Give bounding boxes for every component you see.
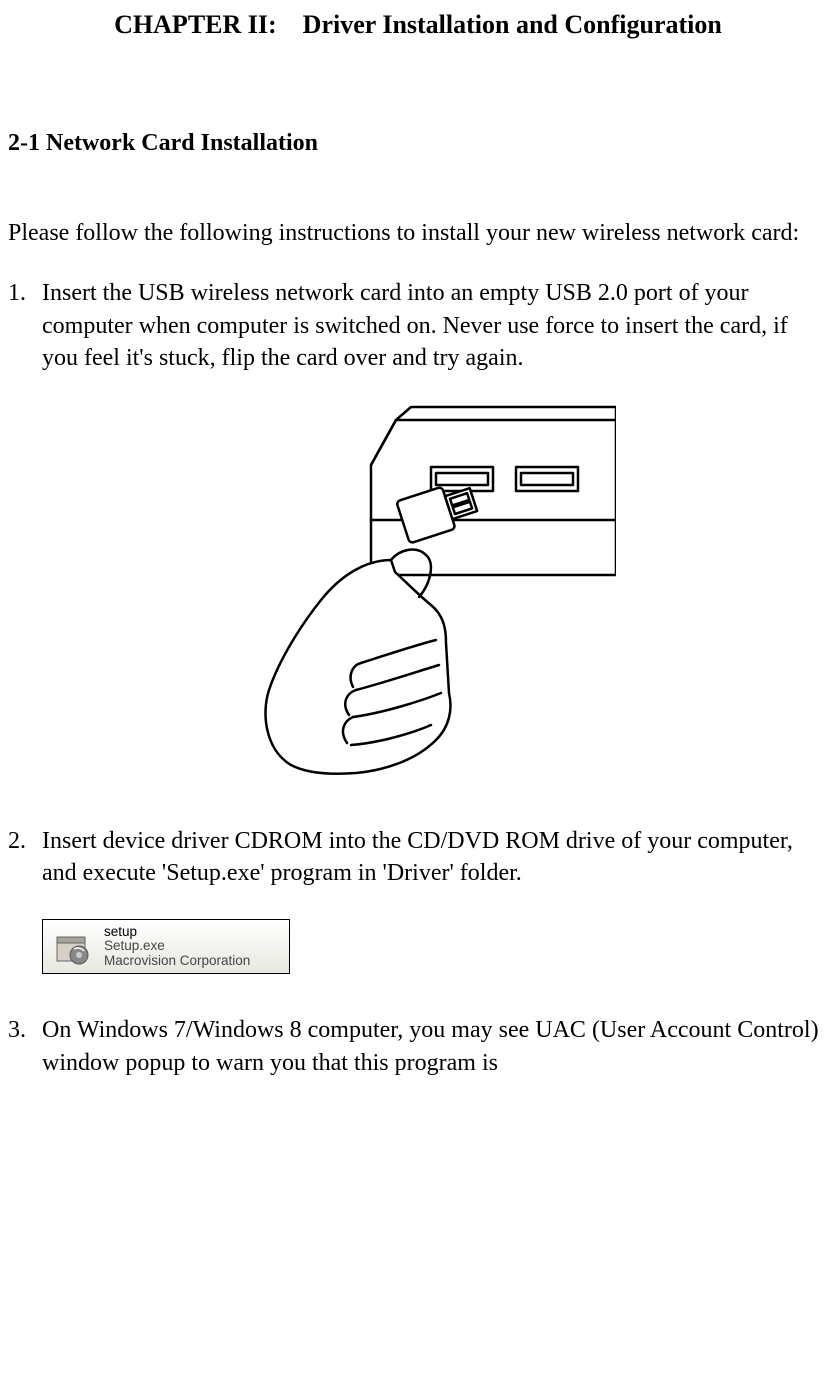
list-number-1: 1. <box>8 277 42 374</box>
list-item-3: 3. On Windows 7/Windows 8 computer, you … <box>8 1014 828 1079</box>
list-text-2: Insert device driver CDROM into the CD/D… <box>42 825 828 890</box>
section-title: 2-1 Network Card Installation <box>8 130 828 157</box>
list-text-1: Insert the USB wireless network card int… <box>42 277 828 374</box>
list-item-1: 1. Insert the USB wireless network card … <box>8 277 828 374</box>
usb-insertion-figure <box>221 405 616 775</box>
setup-name: setup <box>104 925 283 940</box>
setup-publisher: Macrovision Corporation <box>104 954 283 969</box>
page-container: CHAPTER II: Driver Installation and Conf… <box>0 0 836 1101</box>
setup-tooltip-text: setup Setup.exe Macrovision Corporation <box>98 920 289 973</box>
list-number-2: 2. <box>8 825 42 890</box>
setup-filename: Setup.exe <box>104 939 283 954</box>
setup-tooltip-figure: setup Setup.exe Macrovision Corporation <box>42 919 828 974</box>
chapter-title: CHAPTER II: Driver Installation and Conf… <box>8 10 828 40</box>
list-number-3: 3. <box>8 1014 42 1079</box>
intro-paragraph: Please follow the following instructions… <box>8 217 828 249</box>
setup-tooltip: setup Setup.exe Macrovision Corporation <box>42 919 290 974</box>
list-item-2: 2. Insert device driver CDROM into the C… <box>8 825 828 890</box>
setup-exe-icon <box>43 920 98 973</box>
list-text-3: On Windows 7/Windows 8 computer, you may… <box>42 1014 828 1079</box>
